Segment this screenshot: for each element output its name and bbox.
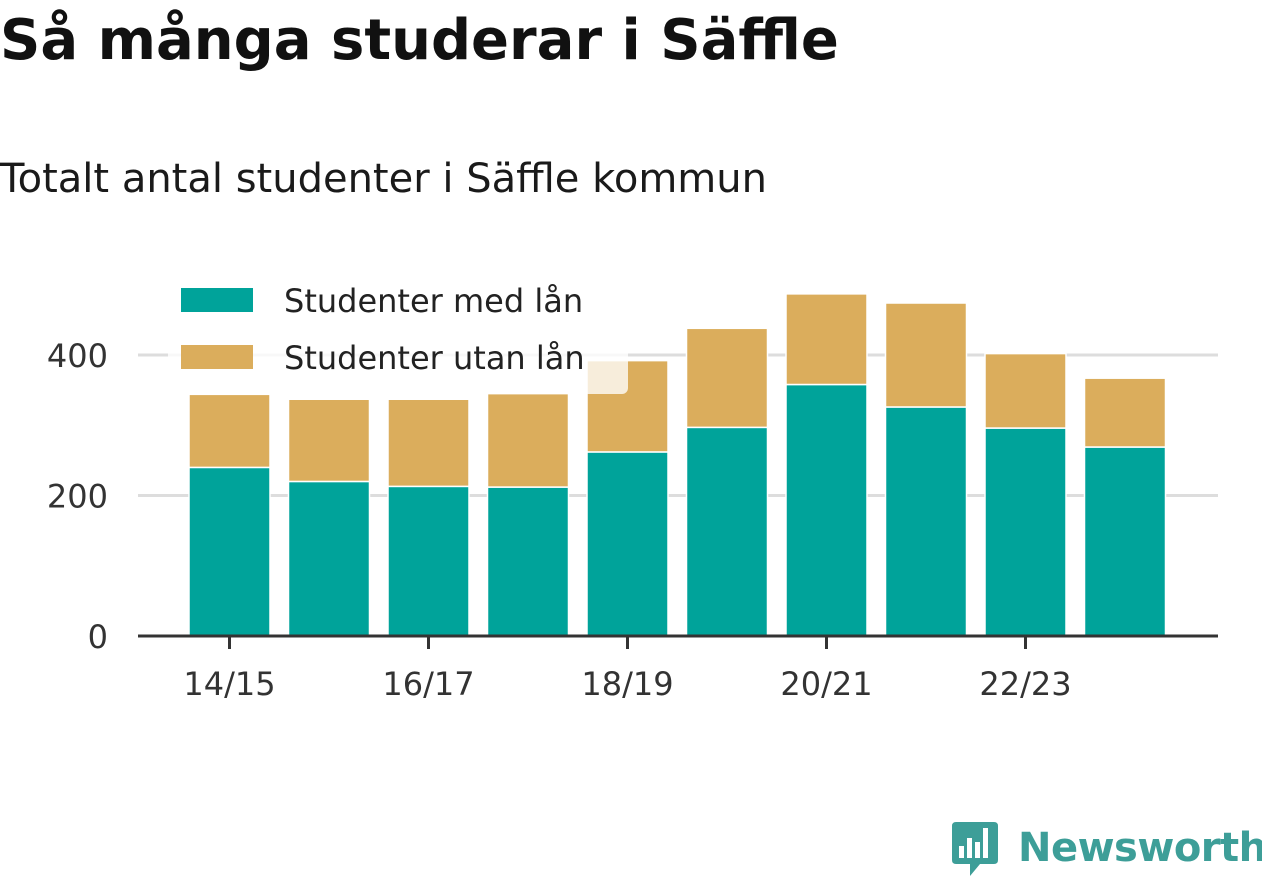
bar-with-loan bbox=[785, 383, 868, 637]
bars bbox=[188, 293, 1167, 637]
x-tick-label: 20/21 bbox=[780, 665, 872, 703]
newsworthy-logo: Newsworthy bbox=[950, 818, 1262, 878]
bar-without-loan bbox=[188, 393, 271, 469]
bar-with-loan bbox=[586, 451, 669, 637]
y-tick-label: 200 bbox=[47, 478, 108, 516]
bar-with-loan bbox=[1083, 446, 1167, 637]
x-tick-label: 14/15 bbox=[183, 665, 275, 703]
axes: 0 200 400 14/15 16/17 18/19 20/21 22/23 bbox=[47, 337, 1218, 703]
bar-without-loan bbox=[685, 327, 769, 429]
bar-with-loan bbox=[486, 486, 570, 637]
bar-without-loan bbox=[785, 293, 868, 386]
legend: Studenter med lån Studenter utan lån bbox=[168, 272, 628, 394]
x-tick-label: 16/17 bbox=[382, 665, 474, 703]
bar-with-loan bbox=[984, 427, 1067, 637]
bar-with-loan bbox=[685, 426, 769, 637]
y-tick-label: 0 bbox=[88, 618, 108, 656]
x-tick-label: 18/19 bbox=[581, 665, 673, 703]
bar-with-loan bbox=[188, 466, 271, 637]
legend-background bbox=[168, 272, 628, 394]
bar-without-loan bbox=[486, 392, 570, 488]
bar-with-loan bbox=[287, 480, 371, 637]
bar-with-loan bbox=[884, 406, 968, 637]
legend-swatch bbox=[181, 345, 253, 369]
legend-label: Studenter utan lån bbox=[284, 339, 585, 377]
bar-without-loan bbox=[884, 302, 968, 408]
bar-with-loan bbox=[387, 485, 470, 637]
y-tick-label: 400 bbox=[47, 337, 108, 375]
chart-title: Så många studerar i Säffle bbox=[0, 8, 839, 73]
chart-subtitle: Totalt antal studenter i Säffle kommun bbox=[0, 156, 767, 202]
bar-without-loan bbox=[287, 398, 371, 483]
legend-label: Studenter med lån bbox=[284, 282, 583, 320]
bar-without-loan bbox=[1083, 377, 1167, 448]
brand-name: Newsworthy bbox=[1018, 825, 1262, 871]
bar-without-loan bbox=[387, 398, 470, 488]
bar-without-loan bbox=[984, 352, 1067, 429]
legend-swatch bbox=[181, 288, 253, 312]
x-tick-label: 22/23 bbox=[979, 665, 1071, 703]
newsworthy-logo-icon bbox=[952, 822, 998, 876]
